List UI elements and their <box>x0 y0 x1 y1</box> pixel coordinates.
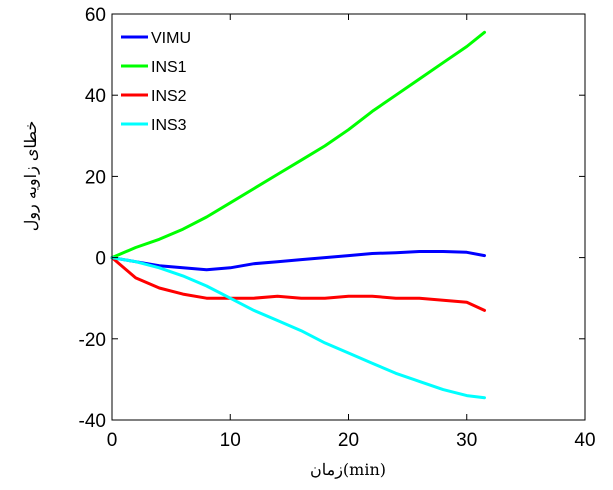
plot-lines <box>110 30 486 400</box>
series-line-ins2 <box>110 256 486 312</box>
x-tick-label: 20 <box>338 430 359 451</box>
series-line-vimu <box>110 250 486 272</box>
series-line-ins3 <box>110 256 486 400</box>
axis-ticks <box>111 13 586 421</box>
axis-tick-labels: 0 10 20 30 40 -40 -20 0 20 40 60 <box>79 5 596 451</box>
series-line-ins1 <box>110 30 486 260</box>
legend-label-vimu: VIMU <box>151 30 191 47</box>
y-tick-label: 0 <box>95 249 106 270</box>
y-tick-label: 20 <box>85 167 106 188</box>
y-axis-label: خطای زاویه رول <box>21 121 40 232</box>
y-tick-label: 60 <box>85 5 106 26</box>
legend-label-ins1: INS1 <box>151 59 187 76</box>
legend: VIMU INS1 INS2 INS3 <box>121 30 191 134</box>
x-tick-label: 30 <box>456 430 477 451</box>
legend-label-ins2: INS2 <box>151 88 187 105</box>
y-tick-label: -20 <box>79 330 106 351</box>
x-tick-label: 10 <box>220 430 241 451</box>
y-tick-label: -40 <box>79 411 106 432</box>
x-tick-label: 40 <box>574 430 595 451</box>
legend-label-ins3: INS3 <box>151 117 187 134</box>
x-tick-label: 0 <box>107 430 118 451</box>
x-axis-label: زمان(min) <box>310 460 386 479</box>
y-tick-label: 40 <box>85 86 106 107</box>
